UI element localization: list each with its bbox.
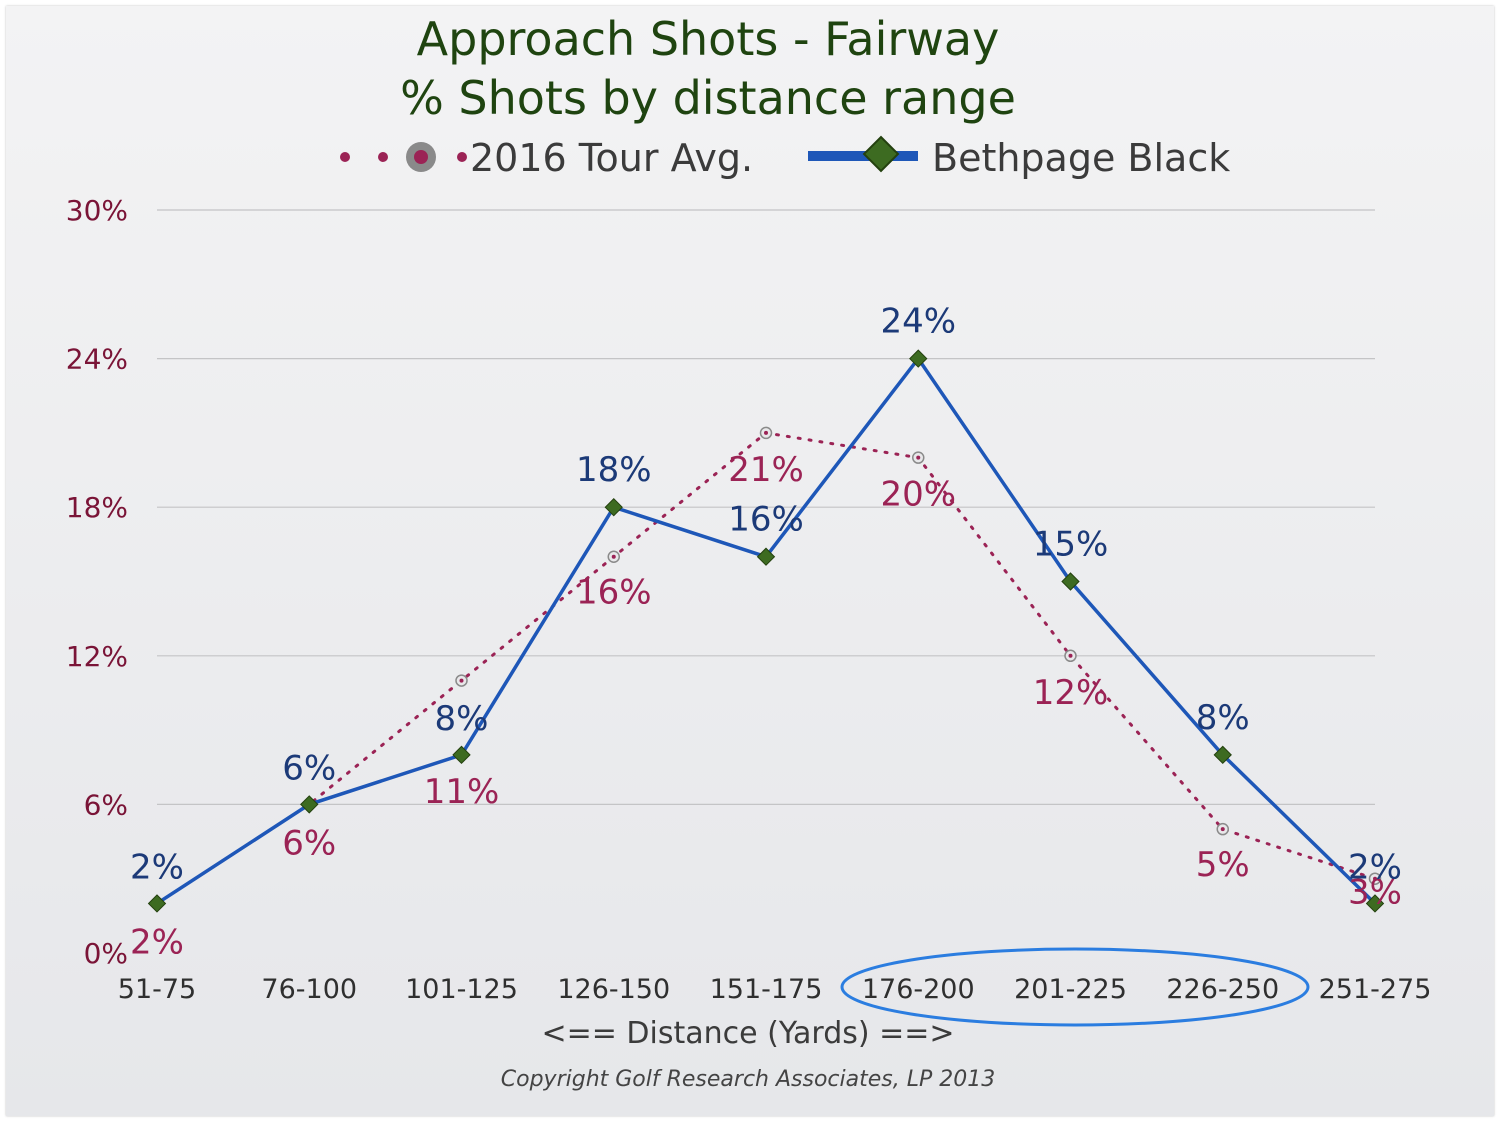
gridlines [157,209,1375,806]
x-axis-label: <== Distance (Yards) ==> [541,1016,954,1051]
tour-avg-data-label: 2% [130,922,184,962]
bethpage-data-label: 2% [130,847,184,887]
y-tick-label: 6% [84,788,128,821]
bethpage-marker [1365,894,1385,913]
y-tick-label: 24% [66,343,128,376]
x-tick-label: 76-100 [261,974,357,1005]
slide-background [6,6,1494,1116]
tour-avg-point [1216,822,1229,836]
legend-bethpage-swatch [808,135,918,173]
tour-avg-point [607,550,620,563]
bethpage-data-label: 18% [576,450,652,490]
tour-avg-data-label: 3% [1348,873,1402,913]
bethpage-data-label: 15% [1033,525,1109,565]
tour-avg-marker-dot [1068,653,1073,658]
bethpage-data-label: 8% [435,699,489,739]
x-tick-label: 226-250 [1166,974,1279,1005]
bethpage-data-label: 8% [1196,698,1250,738]
tour-avg-point [912,451,925,464]
x-tick-label: 251-275 [1319,974,1432,1005]
tour-avg-data-label: 11% [424,772,500,812]
tour-avg-data-label: 20% [880,475,956,515]
y-axis-ticks: 0% 6% 12% 18% 24% 30% [66,194,128,970]
tour-avg-marker-dot [764,430,768,435]
copyright-text: Copyright Golf Research Associates, LP 2… [501,1067,995,1092]
tour-avg-point [1064,649,1077,663]
x-axis-ticks: 51-75 76-100 101-125 126-150 151-175 176-200 2… [118,974,1432,1005]
legend-tour-label: 2016 Tour Avg. [470,136,753,180]
tour-avg-marker-dot [611,554,616,559]
tour-avg-data-label: 6% [282,823,336,863]
tour-avg-data-label: 5% [1196,845,1250,885]
highlight-ellipse [840,947,1310,1027]
x-tick-label: 201-225 [1014,974,1127,1005]
bethpage-data-label: 16% [728,500,804,540]
tour-avg-data-label: 12% [1033,673,1109,713]
y-tick-label: 30% [66,194,128,227]
tour-avg-marker-dot [1220,827,1225,832]
bethpage-marker [909,349,928,368]
bethpage-data-label: 2% [1348,847,1402,887]
y-tick-label: 18% [66,491,128,524]
bethpage-marker [1213,745,1232,765]
tour-avg-point [759,426,773,440]
chart-title: Approach Shots - Fairway [417,12,1000,66]
tour-avg-marker-dot [459,678,464,683]
tour-avg-marker-dot [916,455,921,460]
tour-avg-point [455,674,468,687]
tour-avg-marker-dot [1373,876,1377,881]
x-tick-label: 151-175 [710,974,823,1005]
tour-avg-data-label: 16% [576,573,652,613]
y-tick-label: 12% [66,640,128,673]
bethpage-marker [1061,572,1080,591]
x-tick-label: 51-75 [118,974,196,1005]
bethpage-marker [756,547,776,566]
bethpage-marker [147,894,167,913]
legend-bethpage-label: Bethpage Black [932,136,1230,180]
x-tick-label: 101-125 [405,974,518,1005]
bethpage-marker [452,745,471,765]
tour-avg-data-label: 21% [728,450,804,490]
bethpage-marker [300,795,319,814]
x-tick-label: 176-200 [862,974,975,1005]
y-tick-label: 0% [84,937,128,970]
chart-subtitle: % Shots by distance range [400,71,1016,125]
x-tick-label: 126-150 [557,974,670,1005]
series-bethpage-black [147,349,1385,913]
bethpage-data-label: 24% [880,302,956,342]
bethpage-line [156,355,1377,905]
bethpage-marker [604,498,623,517]
bethpage-data-label: 6% [282,748,336,788]
legend-tour-swatch [340,142,467,172]
legend: 2016 Tour Avg. Bethpage Black [340,135,1230,180]
tour-avg-point [1368,872,1382,885]
data-labels: 2%6%11%16%21%20%12%5%3%2%6%8%18%16%24%15… [130,302,1402,963]
